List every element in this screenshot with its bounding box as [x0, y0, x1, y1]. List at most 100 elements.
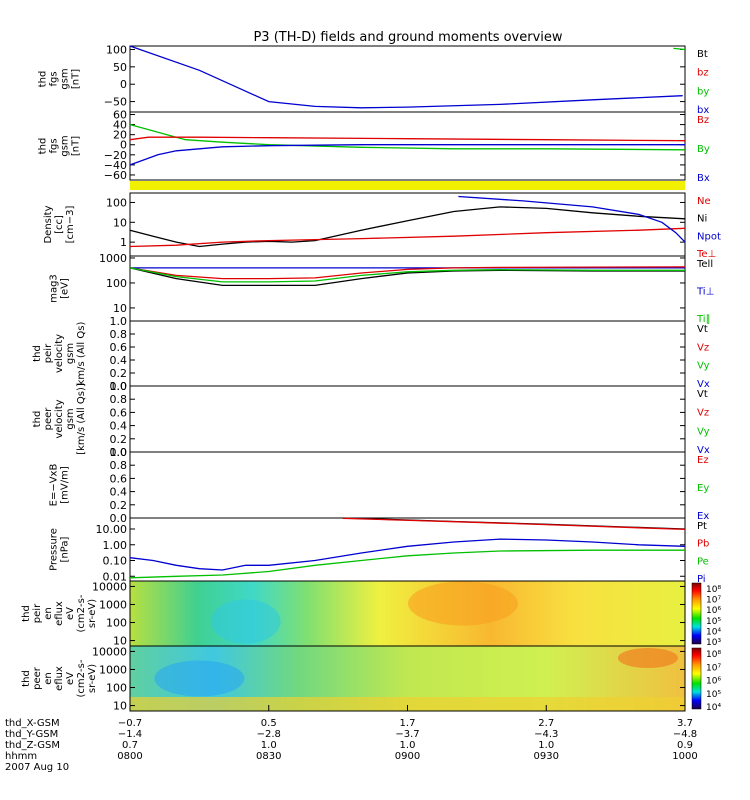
legend-entry: by — [697, 86, 709, 97]
legend-entry: Pe — [697, 556, 709, 567]
legend-entry: Bx — [697, 173, 710, 184]
y-axis-label: [cc] — [54, 215, 65, 234]
y-axis-label: sr-eV) — [87, 664, 98, 693]
y-tick-label: −60 — [104, 169, 127, 182]
series-Ni — [129, 206, 686, 248]
y-axis-label: km/s (All Qs) — [76, 322, 87, 386]
panel-density: 100 10 1 Density [cc] [cm−3] Ne Ni Npot Te⊥ — [43, 192, 721, 260]
y-axis-label: eV — [65, 672, 76, 685]
y-tick-label: 10.00 — [96, 523, 128, 536]
panel-frame — [129, 111, 686, 181]
y-tick-label: 10 — [113, 302, 127, 315]
panel-pressure: 10.00 1.00 0.10 0.01 Pressure [nPa] Pt Pb Pe Pi — [49, 517, 709, 585]
y-tick-label: 0.4 — [110, 420, 128, 433]
y-axis-label: mag3 — [49, 274, 60, 303]
y-tick-label: 0 — [120, 78, 127, 91]
x-tick-label-X: 1.7 — [400, 718, 416, 729]
x-axis-ticks: −0.7−1.40.708000.5−2.81.008301.7−3.71.00… — [117, 705, 698, 762]
y-axis-label: (cm2-s- — [76, 594, 87, 632]
series-Npot — [458, 195, 686, 243]
y-tick-label: −50 — [104, 96, 127, 109]
y-tick-label: 100 — [106, 196, 127, 209]
y-tick-label: 100 — [106, 277, 127, 290]
y-tick-label: 10000 — [92, 580, 127, 593]
y-tick-label: 1.00 — [103, 539, 128, 552]
y-axis-label: [mV/m] — [60, 466, 71, 504]
x-tick-label-X: 2.7 — [538, 718, 554, 729]
x-tick-label-Y: −3.7 — [395, 729, 419, 740]
y-tick-label: 0.8 — [110, 393, 128, 406]
legend-entry: Bt — [697, 49, 708, 60]
x-tick-label-hhmm: 0830 — [256, 751, 281, 762]
y-tick-label: 0.2 — [110, 499, 128, 512]
colorbar-tick: 10⁷ — [706, 596, 721, 606]
y-axis-label: [cm−3] — [65, 206, 76, 244]
legend-entry: Ne — [697, 196, 711, 207]
y-axis-label: [eV] — [60, 278, 71, 299]
y-axis-label: velocity — [54, 334, 65, 373]
low-flux-region — [210, 599, 281, 644]
y-tick-label: 0.4 — [110, 486, 128, 499]
y-tick-label: 1 — [120, 236, 127, 249]
y-axis-label: (cm2-s- — [76, 659, 87, 697]
panel-frame — [129, 192, 686, 257]
series-bx — [129, 45, 683, 109]
legend-entry: bz — [697, 68, 709, 79]
legend-entry: Ti∥ — [696, 314, 711, 325]
y-axis-label: thd — [32, 411, 43, 428]
series-Te⊥ — [129, 266, 686, 280]
y-tick-label: 0.2 — [110, 367, 128, 380]
figure-title: P3 (TH-D) fields and ground moments over… — [253, 30, 562, 45]
y-tick-label: 0.0 — [110, 380, 128, 393]
y-tick-label: 20 — [113, 129, 127, 142]
x-tick-label-Y: −2.8 — [257, 729, 281, 740]
y-axis-label: peer — [43, 407, 54, 431]
low-flux-region — [154, 660, 245, 697]
y-tick-label: 1000 — [99, 598, 127, 611]
y-tick-label: 1.0 — [110, 380, 128, 393]
panel-elec_spec: 10⁸ 10⁷ 10⁶ 10⁵ 10⁴ 10000 1000 100 10 thd peer en ef… — [21, 645, 721, 713]
legend-entry: Vz — [697, 408, 709, 419]
y-axis-label: gsm — [60, 135, 71, 156]
colorbar-tick: 10⁵ — [706, 690, 721, 700]
y-tick-label: 0.6 — [110, 406, 128, 419]
legend-entry: Pb — [697, 539, 709, 550]
legend-entry: Vx — [697, 445, 710, 456]
x-label-Z: thd_Z-GSM — [5, 740, 60, 751]
y-tick-label: 10000 — [92, 645, 127, 658]
x-tick-label-Y: −1.4 — [118, 729, 142, 740]
legend-entry: Ez — [697, 455, 709, 466]
legend-entry: Npot — [697, 231, 721, 242]
colorbar-scale — [691, 582, 702, 645]
y-tick-label: 10 — [113, 216, 127, 229]
y-tick-label: 0.10 — [103, 555, 128, 568]
x-tick-label-hhmm: 1000 — [672, 751, 697, 762]
x-label-Y: thd_Y-GSM — [5, 729, 58, 740]
panel-frame — [129, 385, 686, 453]
series-Pb — [342, 517, 686, 531]
legend-entry: Ti⊥ — [696, 287, 714, 298]
y-axis-label: E=−VxB — [49, 464, 60, 507]
x-tick-label-X: 3.7 — [677, 718, 693, 729]
legend-entry: Te⊥ — [696, 249, 716, 260]
x-tick-label-Z: 1.0 — [538, 740, 554, 751]
y-tick-label: 0.6 — [110, 341, 128, 354]
y-tick-label: 100 — [106, 43, 127, 56]
x-tick-label-Z: 0.7 — [122, 740, 138, 751]
x-tick-label-Z: 0.9 — [677, 740, 693, 751]
legend-entry: Vt — [697, 389, 708, 400]
y-axis-label: fgs — [49, 71, 60, 86]
y-tick-label: 0.6 — [110, 472, 128, 485]
y-tick-label: 100 — [106, 682, 127, 695]
y-tick-label: 10 — [113, 700, 127, 713]
y-tick-label: 1000 — [99, 252, 127, 265]
legend-entry: Pt — [697, 521, 707, 532]
legend-entry: Vy — [697, 361, 710, 372]
y-axis-label: velocity — [54, 399, 65, 438]
high-flux-region — [408, 581, 518, 626]
y-axis-label: Density — [43, 205, 54, 243]
x-tick-label-Y: −4.3 — [534, 729, 558, 740]
